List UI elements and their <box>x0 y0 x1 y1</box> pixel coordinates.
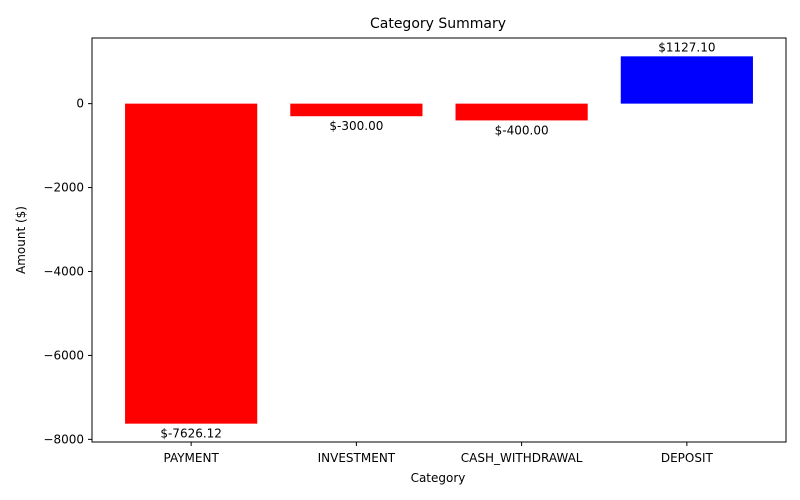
bar-cash-withdrawal <box>455 103 588 121</box>
x-tick-label: PAYMENT <box>163 451 219 465</box>
data-label-payment: $-7626.12 <box>160 427 222 441</box>
data-label-investment: $-300.00 <box>329 119 383 133</box>
chart-title: Category Summary <box>370 16 506 32</box>
bar-investment <box>290 103 423 117</box>
y-tick-label: −8000 <box>43 432 84 446</box>
y-tick-label: −4000 <box>43 264 84 278</box>
y-tick-label: −2000 <box>43 181 84 195</box>
x-tick-label: CASH_WITHDRAWAL <box>461 451 583 465</box>
x-axis-label: Category <box>411 471 466 485</box>
data-label-cash-withdrawal: $-400.00 <box>495 123 549 137</box>
y-axis-label: Amount ($) <box>14 206 28 274</box>
data-label-deposit: $1127.10 <box>658 40 715 54</box>
x-tick-label: INVESTMENT <box>318 451 396 465</box>
plot-area: $-7626.12 $-300.00 $-400.00 $1127.10 <box>125 40 753 441</box>
x-tick-label: DEPOSIT <box>661 451 714 465</box>
y-tick-label: −6000 <box>43 348 84 362</box>
plot-frame <box>91 37 787 443</box>
bar-payment <box>125 103 258 424</box>
bar-deposit <box>620 56 753 104</box>
y-tick-label: 0 <box>76 97 84 111</box>
